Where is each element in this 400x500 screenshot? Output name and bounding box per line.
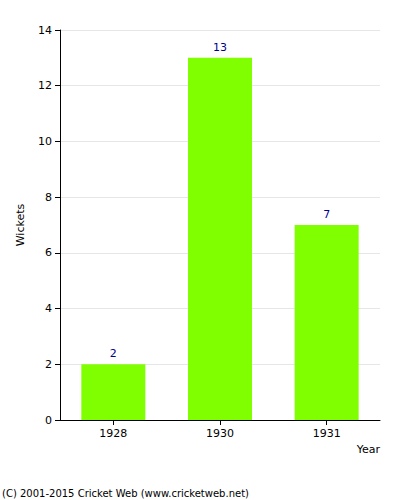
svg-text:2: 2	[110, 347, 117, 360]
svg-text:4: 4	[45, 302, 52, 315]
svg-text:1930: 1930	[206, 427, 234, 440]
svg-text:Wickets: Wickets	[14, 203, 27, 246]
svg-text:1931: 1931	[313, 427, 341, 440]
svg-text:(C) 2001-2015 Cricket Web (www: (C) 2001-2015 Cricket Web (www.cricketwe…	[2, 488, 249, 499]
svg-text:Year: Year	[356, 443, 381, 456]
svg-text:14: 14	[38, 24, 52, 37]
svg-text:6: 6	[45, 246, 52, 259]
svg-text:1928: 1928	[99, 427, 127, 440]
svg-text:0: 0	[45, 414, 52, 427]
svg-text:12: 12	[38, 79, 52, 92]
svg-text:2: 2	[45, 358, 52, 371]
svg-text:8: 8	[45, 191, 52, 204]
svg-text:13: 13	[213, 41, 227, 54]
svg-text:10: 10	[38, 135, 52, 148]
svg-text:7: 7	[323, 208, 330, 221]
